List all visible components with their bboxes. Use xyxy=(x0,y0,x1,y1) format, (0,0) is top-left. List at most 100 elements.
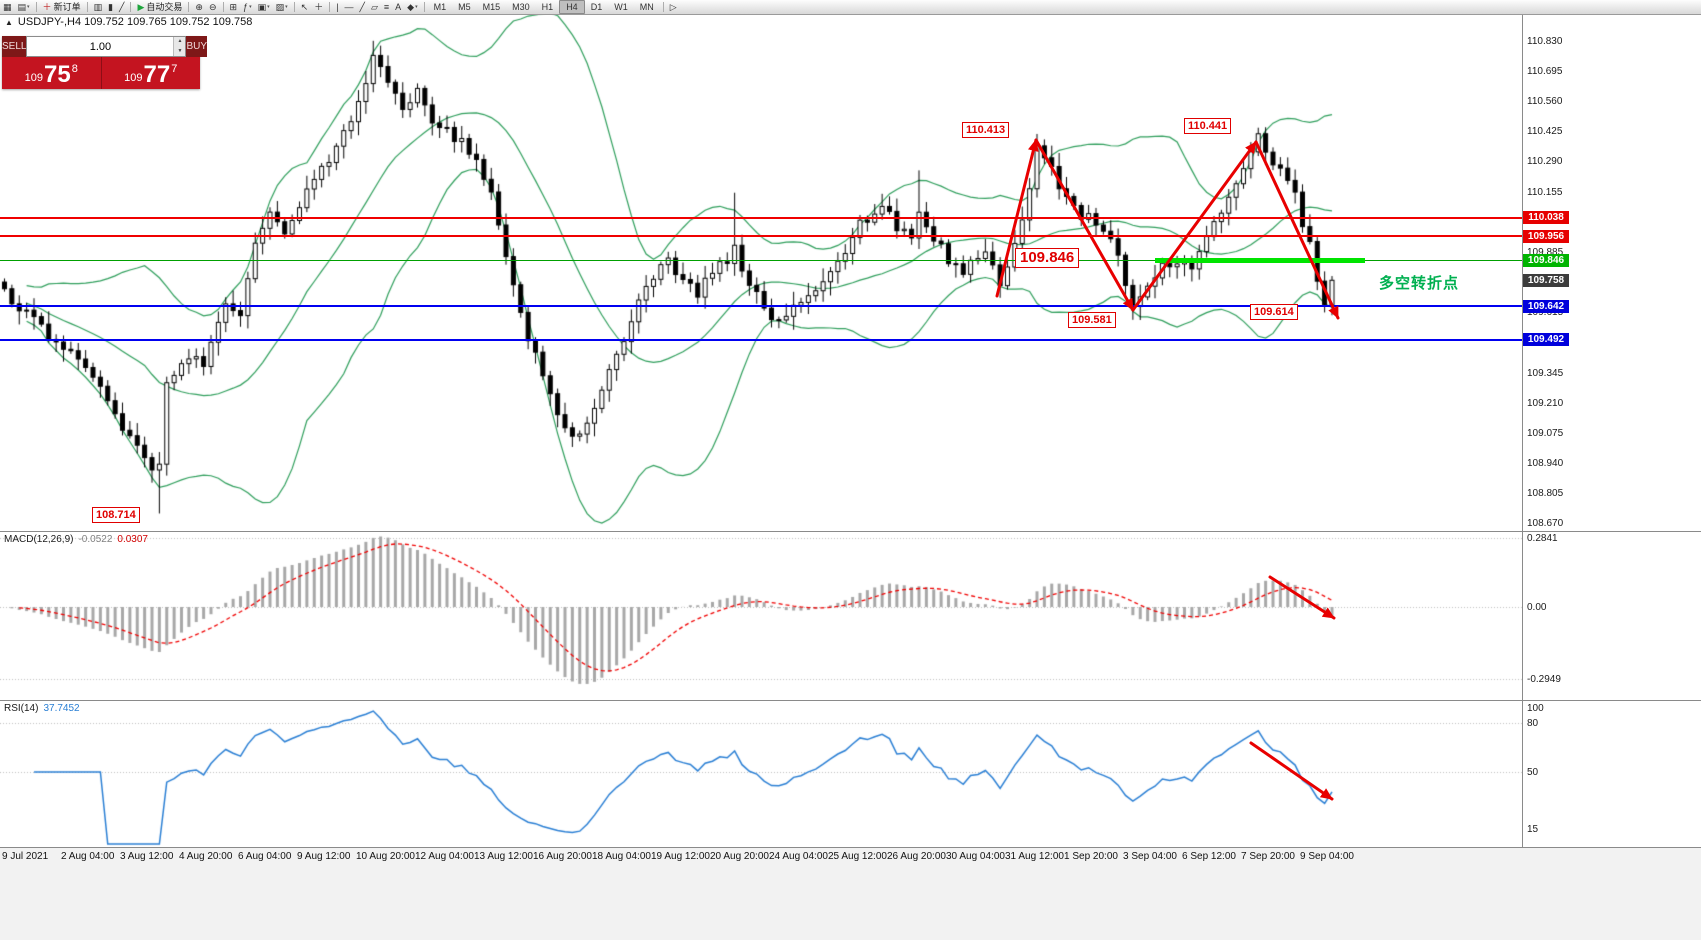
price-annotation-box[interactable]: 109.581 xyxy=(1068,312,1116,328)
cursor-button[interactable]: ↖ xyxy=(298,1,312,13)
timeframe-m15-button-label: M15 xyxy=(482,2,501,12)
timeframe-h1-button[interactable]: H1 xyxy=(536,1,560,13)
vertical-line-icon: | xyxy=(336,2,339,12)
volume-up-icon[interactable]: ▲ xyxy=(174,37,186,47)
price-axis-badge: 109.642 xyxy=(1523,299,1569,313)
time-axis-label: 3 Aug 12:00 xyxy=(120,851,174,862)
symbol-title: ▲ USDJPY-,H4 109.752 109.765 109.752 109… xyxy=(5,16,252,28)
fibonacci-button[interactable]: ≡ xyxy=(381,1,392,13)
zoom-out-button[interactable]: ⊖ xyxy=(206,1,220,13)
rsi-axis-tick: 50 xyxy=(1527,767,1539,778)
sell-button[interactable]: SELL xyxy=(2,36,27,57)
price-trend-arrow-segment[interactable] xyxy=(1131,140,1258,312)
vertical-line-button[interactable]: | xyxy=(333,1,341,13)
new-chart-button[interactable]: ▦ xyxy=(0,1,15,13)
volume-down-icon[interactable]: ▼ xyxy=(174,46,186,56)
trendline-button[interactable]: ╱ xyxy=(357,1,368,13)
fibonacci-icon: ≡ xyxy=(383,2,390,12)
price-trend-arrow-segment[interactable] xyxy=(1254,140,1340,320)
macd-name: MACD(12,26,9) xyxy=(4,534,74,545)
macd-axis-tick: 0.00 xyxy=(1527,602,1547,613)
channel-button[interactable]: ▱ xyxy=(368,1,381,13)
channel-icon: ▱ xyxy=(370,2,378,12)
time-axis-label: 20 Aug 20:00 xyxy=(710,851,769,862)
buy-button[interactable]: BUY xyxy=(186,36,208,57)
timeframe-w1-button[interactable]: W1 xyxy=(608,1,634,13)
time-axis-strip[interactable] xyxy=(0,848,1701,940)
time-axis-label: 12 Aug 04:00 xyxy=(415,851,474,862)
crosshair-button[interactable]: ＋ xyxy=(311,1,326,13)
volume-input[interactable] xyxy=(27,37,174,56)
price-annotation-box[interactable]: 110.441 xyxy=(1184,118,1232,134)
chart-line-icon: ╱ xyxy=(119,2,125,12)
bull-bear-turning-point-note[interactable]: 多空转折点 xyxy=(1379,275,1460,292)
timeframe-mn-button-label: MN xyxy=(639,2,654,12)
timeframe-h4-button[interactable]: H4 xyxy=(559,0,585,14)
horizontal-line-button[interactable]: — xyxy=(342,1,357,13)
toolbar-separator xyxy=(222,2,224,12)
periods-button[interactable]: ▣ ▾ xyxy=(255,1,273,13)
sell-price[interactable]: 109 75 8 xyxy=(2,57,101,89)
indicators-button[interactable]: ƒ ▾ xyxy=(240,1,255,13)
price-axis-tick: 110.155 xyxy=(1527,186,1563,198)
macd-rsi-separator[interactable] xyxy=(0,700,1701,701)
price-annotation-box[interactable]: 109.846 xyxy=(1015,248,1080,268)
time-axis-label: 18 Aug 04:00 xyxy=(592,851,651,862)
horizontal-level-line-109.642[interactable] xyxy=(0,305,1522,308)
macd-axis-tick: 0.2841 xyxy=(1527,532,1558,544)
price-axis-tick: 110.425 xyxy=(1527,126,1563,138)
timeframe-m15-button[interactable]: M15 xyxy=(477,1,507,13)
price-axis-badge: 109.846 xyxy=(1523,254,1569,268)
timeframe-d1-button[interactable]: D1 xyxy=(585,1,609,13)
price-annotation-box[interactable]: 110.413 xyxy=(962,122,1010,138)
rsi-trend-arrow[interactable] xyxy=(1249,741,1334,801)
templates-button[interactable]: ▨ ▾ xyxy=(273,1,291,13)
toolbar-separator xyxy=(329,2,331,12)
price-axis-border xyxy=(1522,14,1523,848)
horizontal-level-line-110.038[interactable] xyxy=(0,216,1522,219)
horizontal-level-line-109.846[interactable] xyxy=(0,260,1522,262)
timeframe-d1-button-label: D1 xyxy=(590,2,603,12)
chart-timeaxis-separator xyxy=(0,847,1701,848)
chart-bars-icon: ▥ xyxy=(93,2,103,12)
zoom-in-button[interactable]: ⊕ xyxy=(192,1,206,13)
price-annotation-box[interactable]: 109.614 xyxy=(1250,304,1298,320)
macd-trend-arrow[interactable] xyxy=(1268,575,1336,620)
time-axis-label: 19 Aug 12:00 xyxy=(651,851,710,862)
horizontal-level-line-109.492[interactable] xyxy=(0,338,1522,341)
text-icon: A xyxy=(395,2,402,12)
toolbar: ▦ ▤ ▾ ＋新订单 ▥ ▮ ╱ ▶ 自动交易 ⊕ ⊖ ⊞ ƒ ▾ ▣ ▾ ▨ ▾ ↖ ＋ | — ╱ ▱ ≡ A ◆ ▾ M1 M5 M1… xyxy=(0,0,1701,15)
price-axis-badge: 109.758 xyxy=(1523,273,1569,287)
horizontal-level-line-109.956[interactable] xyxy=(0,235,1522,238)
main-macd-separator[interactable] xyxy=(0,531,1701,532)
chart-shift-button[interactable]: ▷ xyxy=(667,1,680,13)
tile-windows-button[interactable]: ⊞ xyxy=(227,1,241,13)
profiles-button[interactable]: ▤ ▾ xyxy=(15,1,33,13)
highlight-level-segment[interactable] xyxy=(1155,258,1365,264)
timeframe-m1-button[interactable]: M1 xyxy=(428,1,453,13)
price-trend-arrow-segment[interactable] xyxy=(1034,138,1135,312)
time-axis-label: 24 Aug 04:00 xyxy=(769,851,828,862)
autotrading-button[interactable]: ▶ 自动交易 xyxy=(134,1,185,13)
chart-line-button[interactable]: ╱ xyxy=(116,1,127,13)
buy-price[interactable]: 109 77 7 xyxy=(102,57,201,89)
timeframe-mn-button[interactable]: MN xyxy=(634,1,660,13)
toolbar-separator xyxy=(662,2,664,12)
arrows-button[interactable]: ◆ ▾ xyxy=(404,1,420,13)
toolbar-separator xyxy=(423,2,425,12)
time-axis-label: 16 Aug 20:00 xyxy=(533,851,592,862)
rsi-axis-tick: 15 xyxy=(1527,824,1539,836)
text-button[interactable]: A xyxy=(392,1,404,13)
timeframe-m30-button[interactable]: M30 xyxy=(506,1,536,13)
zoom-in-icon: ⊕ xyxy=(195,2,203,12)
timeframe-m5-button[interactable]: M5 xyxy=(452,1,477,13)
new-order-button[interactable]: ＋新订单 xyxy=(40,1,84,13)
panel-collapse-icon[interactable]: ▲ xyxy=(5,17,13,27)
new-chart-icon: ▦ xyxy=(3,2,12,12)
chart-bars-button[interactable]: ▥ xyxy=(91,1,106,13)
price-annotation-box[interactable]: 108.714 xyxy=(92,507,140,523)
chart-candles-button[interactable]: ▮ xyxy=(105,1,116,13)
rsi-indicator-label: RSI(14) 37.7452 xyxy=(4,703,80,714)
price-trend-arrow-segment[interactable] xyxy=(995,138,1039,298)
